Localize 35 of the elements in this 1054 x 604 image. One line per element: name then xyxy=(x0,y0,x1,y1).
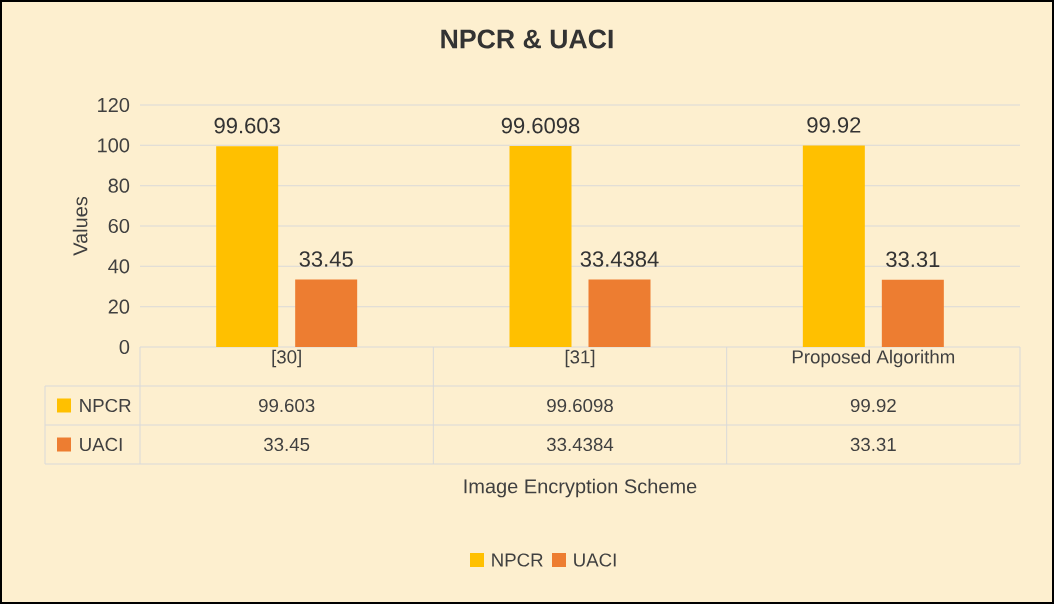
bar xyxy=(295,279,358,347)
y-tick-label: 100 xyxy=(98,138,130,153)
y-tick-label: 120 xyxy=(98,97,130,113)
y-tick-label: 40 xyxy=(108,259,130,274)
annotation: 99.603 xyxy=(214,117,280,134)
annotation: 33.4384 xyxy=(580,251,659,267)
y-tick-label: 0 xyxy=(119,339,130,355)
text: NPCR xyxy=(492,553,543,567)
data-label: 33.4384 xyxy=(546,437,614,452)
data-label: 99.603 xyxy=(259,398,315,413)
y-tick-label: 80 xyxy=(108,178,130,193)
annotation: 99.92 xyxy=(807,117,861,133)
chart-title: NPCR & UACI xyxy=(441,29,613,49)
annotation: 99.6098 xyxy=(501,117,580,134)
bar xyxy=(216,146,279,347)
legend-label: UACI xyxy=(80,437,122,452)
y-tick-label: 20 xyxy=(108,299,130,314)
data-label: 99.6098 xyxy=(547,398,613,413)
bar xyxy=(881,279,944,347)
text: UACI xyxy=(574,553,616,567)
annotation: 33.31 xyxy=(886,251,940,268)
x-tick-label: [31] xyxy=(565,349,595,368)
bar xyxy=(509,146,572,347)
data-label: 33.31 xyxy=(850,437,896,452)
x-tick-label: [30] xyxy=(272,349,301,368)
data-label: 99.92 xyxy=(850,398,896,413)
data-label: 33.45 xyxy=(264,437,310,452)
text: Image Encryption Scheme xyxy=(464,478,697,498)
annotation: 33.45 xyxy=(299,251,353,267)
bar xyxy=(802,145,865,347)
y-tick-label: 60 xyxy=(108,218,130,234)
x-tick-label: Proposed Algorithm xyxy=(792,349,955,368)
y-axis-title: Values xyxy=(72,196,88,256)
legend-label: NPCR xyxy=(80,398,131,413)
bar xyxy=(588,279,651,347)
